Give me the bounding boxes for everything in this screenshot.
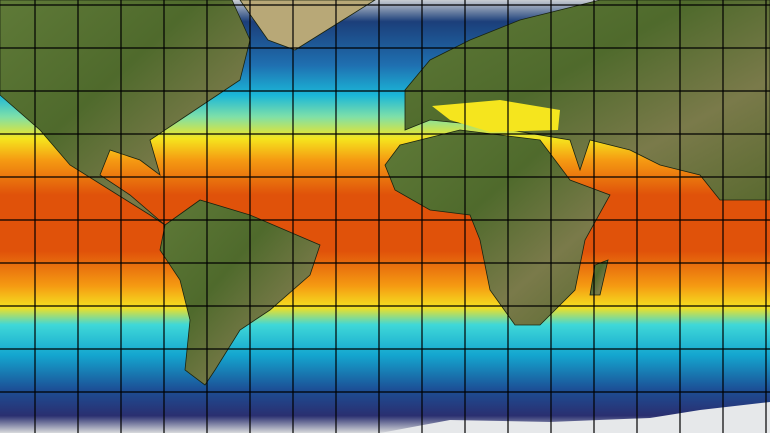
north-america [0, 0, 251, 226]
mediterranean [432, 100, 560, 132]
africa [384, 129, 611, 326]
antarctica [380, 402, 770, 433]
greenland [239, 0, 376, 51]
